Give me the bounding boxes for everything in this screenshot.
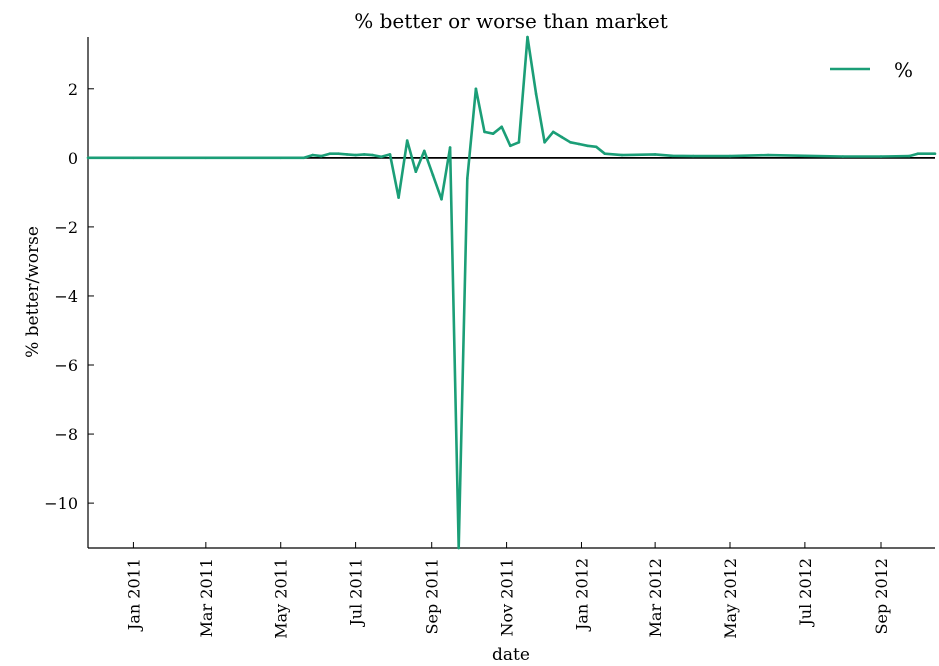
series-point	[594, 145, 598, 149]
series-point	[653, 153, 657, 156]
series-point	[380, 155, 383, 159]
series-point	[671, 154, 674, 158]
series-point	[803, 154, 807, 158]
series-point	[491, 132, 495, 135]
series-point	[766, 153, 770, 157]
series-point	[517, 141, 521, 144]
series-point	[933, 152, 937, 155]
series-point	[551, 130, 555, 134]
series-point	[423, 149, 426, 153]
series-points	[86, 35, 937, 550]
y-axis-label: % better/worse	[23, 226, 43, 358]
series-point	[414, 170, 418, 173]
series-point	[328, 152, 332, 155]
series-point	[728, 154, 732, 158]
x-axis-ticks: Jan 2011 Mar 2011 May 2011 Jul 2011 Sep 2011…	[124, 542, 891, 639]
x-tick-label: May 2012	[721, 558, 740, 639]
series-point	[577, 142, 581, 146]
series-point	[603, 152, 607, 155]
series-point	[500, 125, 504, 129]
y-tick-label: −4	[54, 287, 78, 306]
series-point	[543, 141, 546, 144]
x-tick-label: Mar 2011	[197, 558, 216, 637]
series-point	[354, 153, 357, 157]
legend: %	[830, 58, 913, 82]
y-tick-label: −8	[54, 425, 78, 444]
x-axis-label: date	[492, 645, 530, 665]
series-point	[569, 141, 572, 144]
series-point	[916, 152, 920, 155]
y-tick-label: 0	[68, 149, 78, 168]
series-point	[371, 153, 375, 157]
series-point	[388, 153, 392, 156]
series-point	[448, 146, 452, 149]
x-tick-label: May 2011	[272, 558, 291, 639]
series-point	[319, 154, 323, 158]
series-point	[302, 156, 306, 160]
series-point	[526, 35, 529, 39]
series-point	[586, 144, 589, 148]
series-point	[362, 153, 366, 156]
series-line	[88, 35, 935, 550]
series-point	[132, 156, 135, 160]
series-point	[311, 153, 314, 157]
series-point	[279, 156, 283, 160]
series-point	[440, 198, 443, 201]
x-tick-label: Sep 2012	[872, 558, 891, 634]
series-point	[397, 196, 400, 199]
series-point	[483, 130, 486, 134]
series-point	[879, 155, 883, 158]
series-point	[431, 173, 435, 177]
x-tick-label: Jan 2012	[572, 558, 591, 632]
series-point	[474, 87, 478, 91]
series-point	[405, 139, 409, 142]
series-point	[560, 135, 564, 139]
y-tick-label: −6	[54, 356, 78, 375]
series-point	[345, 153, 349, 156]
series-point	[620, 153, 624, 157]
series-point	[534, 92, 538, 96]
x-tick-label: Sep 2011	[423, 558, 442, 634]
series-point	[466, 177, 469, 180]
x-tick-label: Jul 2011	[347, 558, 366, 628]
series-point	[841, 155, 845, 158]
series-point	[337, 152, 340, 155]
x-tick-label: Nov 2011	[498, 558, 517, 636]
legend-label: %	[894, 58, 913, 82]
chart-title: % better or worse than market	[354, 9, 668, 33]
series-point	[457, 546, 461, 550]
x-tick-label: Jul 2012	[796, 558, 815, 628]
x-tick-label: Mar 2012	[646, 558, 665, 637]
series-point	[509, 144, 512, 148]
series-point	[204, 156, 208, 160]
y-axis-ticks: 2 0 −2 −4 −6 −8 −10	[44, 80, 94, 513]
series-point	[691, 154, 695, 158]
series-point	[86, 156, 90, 160]
series-point	[907, 154, 911, 158]
x-tick-label: Jan 2011	[124, 558, 143, 632]
y-tick-label: −10	[44, 494, 78, 513]
y-tick-label: −2	[54, 218, 78, 237]
y-tick-label: 2	[68, 80, 78, 99]
